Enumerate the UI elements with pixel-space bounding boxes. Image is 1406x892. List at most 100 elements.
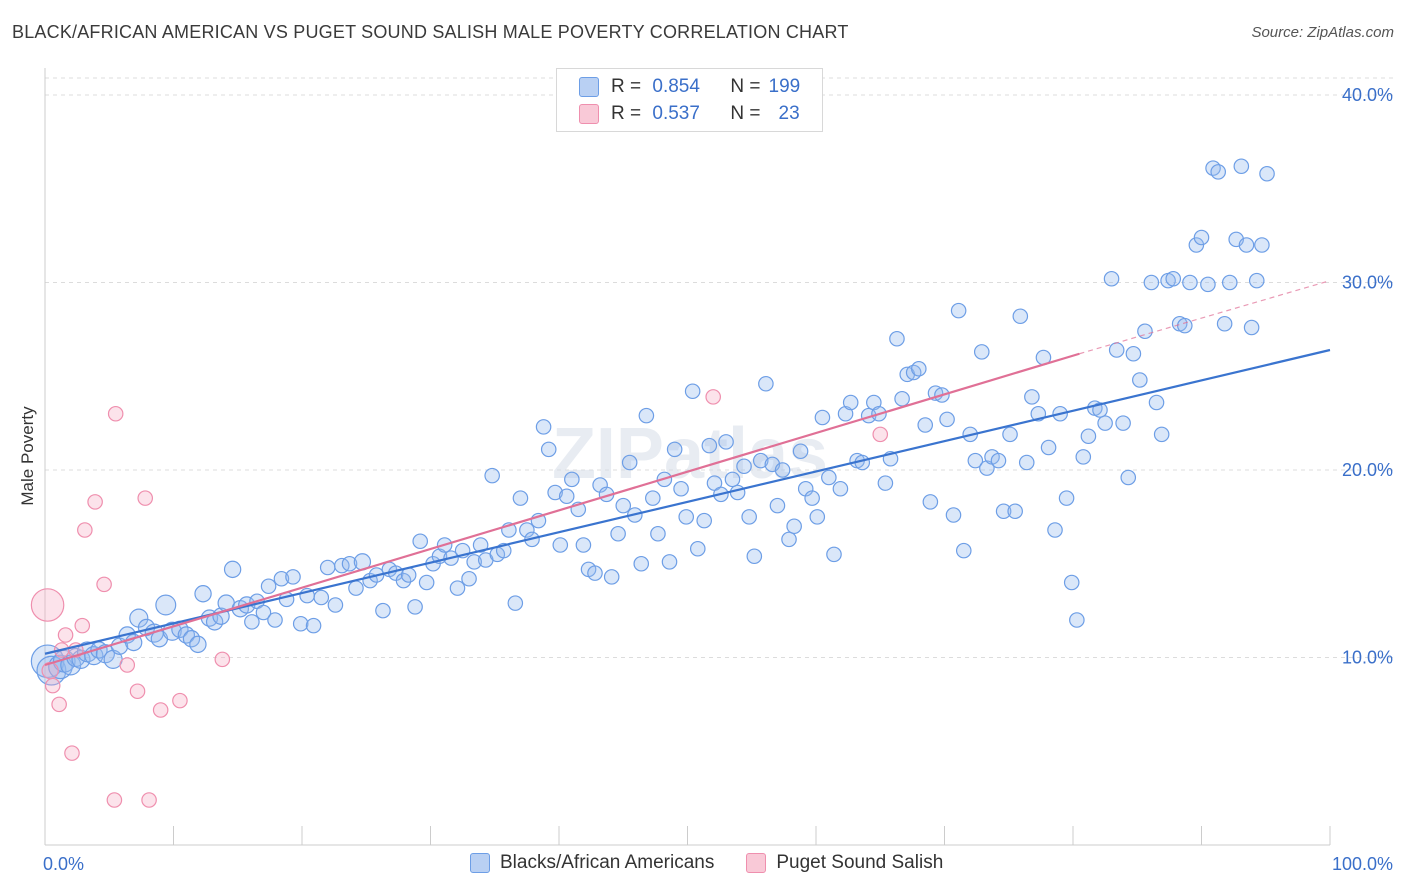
data-point [119, 657, 136, 673]
data-point [1210, 164, 1227, 180]
data-point [214, 651, 231, 668]
data-point [319, 559, 336, 576]
data-point [472, 537, 489, 553]
r-value: 0.537 [652, 103, 700, 124]
data-point [1058, 490, 1075, 506]
data-point [1143, 274, 1160, 291]
data-point [752, 452, 769, 469]
data-point [36, 655, 67, 686]
data-point [758, 375, 774, 392]
data-point [1248, 272, 1265, 289]
tick-labels: 10.0% 20.0% 30.0% 40.0% 0.0% 100.0% [43, 85, 1393, 874]
data-point [689, 540, 706, 557]
data-point [1216, 315, 1233, 332]
data-point [348, 580, 364, 596]
data-point [77, 522, 93, 538]
data-point [736, 458, 752, 475]
data-point [1012, 308, 1029, 325]
data-point [1075, 449, 1092, 465]
data-point [1182, 274, 1198, 291]
data-point [990, 452, 1007, 469]
data-point [945, 507, 962, 523]
data-point [1176, 317, 1193, 334]
legend-row-blacks: R = 0.854 N = 199 [579, 76, 800, 98]
data-point [540, 441, 557, 458]
data-point [1148, 394, 1165, 411]
legend-row-salish: R = 0.537 N = 23 [579, 103, 800, 125]
data-point [645, 490, 661, 506]
data-point [512, 490, 529, 506]
data-point [633, 555, 650, 572]
legend-swatch-pink [746, 853, 767, 873]
x-tick-label-start: 0.0% [43, 854, 84, 874]
data-point [547, 484, 563, 501]
y-tick-label: 30.0% [1342, 273, 1393, 293]
y-tick-label: 10.0% [1342, 648, 1393, 668]
legend-label-blacks: Blacks/African Americans [500, 852, 715, 873]
data-point [967, 452, 984, 469]
data-point [412, 533, 429, 550]
data-point [603, 569, 620, 585]
data-point [696, 512, 713, 529]
data-point [507, 595, 524, 611]
legend-swatch-blue [470, 853, 490, 873]
data-point [129, 683, 146, 700]
legend-swatch-blue [579, 77, 599, 97]
data-point [1259, 165, 1275, 182]
data-point [650, 525, 666, 542]
data-point [152, 702, 169, 718]
data-point [107, 405, 124, 422]
data-point [804, 490, 820, 506]
data-point [821, 469, 837, 486]
trend-line [44, 352, 1080, 667]
data-point [872, 426, 889, 443]
data-point [922, 494, 939, 510]
data-point [106, 792, 123, 808]
data-point [1092, 402, 1108, 418]
data-point [1221, 274, 1238, 291]
data-point [894, 390, 910, 407]
data-point [223, 560, 242, 579]
data-point [917, 417, 934, 433]
series-legend: Blacks/African Americans Puget Sound Sal… [470, 852, 975, 874]
data-point [666, 441, 683, 458]
data-point [575, 537, 592, 553]
data-point [1018, 454, 1035, 471]
data-point [1132, 372, 1148, 388]
y-axis-label: Male Poverty [18, 406, 37, 506]
data-point [64, 745, 80, 761]
data-point [661, 554, 678, 570]
data-point [701, 437, 718, 454]
data-point [638, 407, 655, 424]
data-point [1002, 426, 1018, 443]
y-tick-label: 20.0% [1342, 460, 1393, 480]
n-value: 199 [768, 76, 801, 97]
data-point [741, 509, 757, 525]
data-point [564, 471, 580, 488]
data-point [1024, 389, 1040, 405]
trend-line-extension [1079, 280, 1331, 355]
data-point [141, 792, 157, 808]
data-point [255, 604, 272, 621]
data-point [610, 525, 626, 542]
data-point [558, 488, 575, 505]
data-point [718, 434, 734, 450]
data-point [341, 555, 358, 572]
data-point [910, 360, 927, 377]
data-point [1069, 612, 1085, 628]
trend-lines [44, 280, 1331, 667]
data-point [724, 471, 741, 488]
legend-item-salish[interactable]: Puget Sound Salish [746, 852, 943, 874]
data-point [87, 494, 103, 510]
data-point [1233, 158, 1250, 175]
data-point [484, 467, 500, 484]
data-point [955, 542, 972, 559]
data-point [1047, 522, 1063, 538]
data-point [41, 661, 59, 680]
data-point [842, 394, 859, 411]
data-point [519, 522, 535, 538]
chart-title: BLACK/AFRICAN AMERICAN VS PUGET SOUND SA… [12, 22, 849, 42]
legend-item-blacks[interactable]: Blacks/African Americans [470, 852, 714, 874]
data-point [950, 302, 967, 319]
